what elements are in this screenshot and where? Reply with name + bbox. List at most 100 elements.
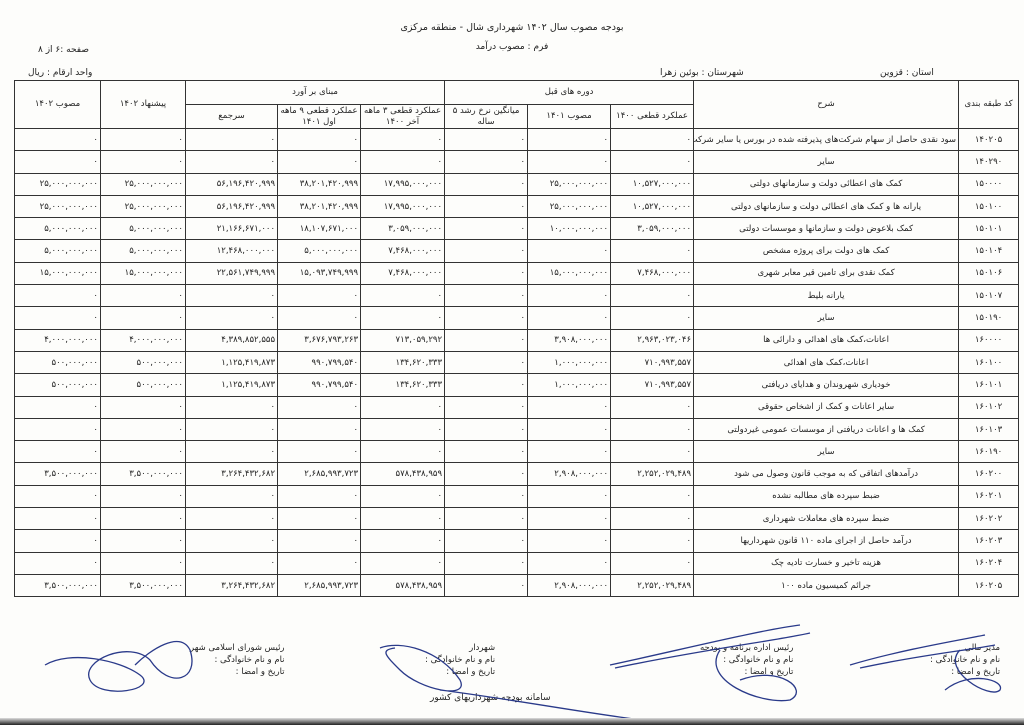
cell-approved-1401: ۰ [527,127,612,152]
cell-total: ۵۶,۱۹۶,۴۲۰,۹۹۹ [184,194,279,219]
cell-m9-1401: ۰ [277,551,362,575]
cell-avg-growth: ۰ [444,573,529,598]
signature-block-mayor: شهردار نام و نام خانوادگی : تاریخ و امضا… [425,642,495,678]
cell-proposal-1402: ۵۰۰,۰۰۰,۰۰۰ [100,373,186,397]
cell-approved-1402: ۰ [14,306,101,330]
cell-approved-1401: ۳,۹۰۸,۰۰۰,۰۰۰ [527,328,612,352]
cell-description: کمک بلاعوض دولت و سازمانها و موسسات دولت… [693,217,960,241]
cell-q3-1400: ۷۱۳,۰۵۹,۲۹۲ [360,328,446,352]
cell-q3-1400: ۱۷,۹۹۵,۰۰۰,۰۰۰ [360,194,446,219]
cell-code: ۱۶۰۲۰۴ [958,551,1020,575]
cell-approved-1402: ۰ [14,127,101,152]
cell-actual-1400: ۱۰,۵۲۷,۰۰۰,۰۰۰ [610,194,695,219]
cell-actual-1400: ۷۱۰,۹۹۳,۵۵۷ [610,350,695,375]
cell-actual-1400: ۰ [610,150,695,174]
cell-m9-1401: ۱۸,۱۰۷,۶۷۱,۰۰۰ [277,217,362,241]
cell-avg-growth: ۰ [444,306,529,330]
cell-approved-1402: ۰ [14,440,101,464]
cell-code: ۱۶۰۰۰۰ [958,328,1020,352]
cell-proposal-1402: ۱۵,۰۰۰,۰۰۰,۰۰۰ [100,261,186,286]
cell-m9-1401: ۰ [277,150,362,174]
group-previous-periods: دوره های قبل [444,80,695,105]
cell-approved-1401: ۲۵,۰۰۰,۰۰۰,۰۰۰ [527,172,612,196]
cell-m9-1401: ۰ [277,284,362,308]
cell-m9-1401: ۱۵,۰۹۳,۷۴۹,۹۹۹ [277,261,362,286]
cell-code: ۱۵۰۱۰۴ [958,239,1020,263]
cell-q3-1400: ۵۷۸,۴۳۸,۹۵۹ [360,462,446,486]
cell-approved-1401: ۲,۹۰۸,۰۰۰,۰۰۰ [527,573,612,598]
cell-avg-growth: ۰ [444,239,529,263]
cell-approved-1401: ۰ [527,306,612,330]
cell-m9-1401: ۰ [277,306,362,330]
cell-avg-growth: ۰ [444,172,529,196]
cell-q3-1400: ۰ [360,484,446,509]
budget-table: کد طبقه بندی شرح دوره های قبل مبنای بر آ… [14,80,1020,598]
cell-code: ۱۵۰۱۹۰ [958,306,1020,330]
cell-approved-1402: ۳,۵۰۰,۰۰۰,۰۰۰ [14,573,101,598]
cell-actual-1400: ۰ [610,529,695,553]
col-description: شرح [693,80,960,129]
table-row: ۱۵۰۱۰۷ یارانه بلیط ۰ ۰ ۰ ۰ ۰ ۰ ۰ ۰ [14,284,1020,308]
cell-approved-1401: ۰ [527,529,612,553]
cell-m9-1401: ۰ [277,127,362,152]
form-name: فرم : مصوب درآمد [475,42,549,52]
cell-avg-growth: ۰ [444,217,529,241]
cell-q3-1400: ۵۷۸,۴۳۸,۹۵۹ [360,573,446,598]
cell-proposal-1402: ۰ [100,284,186,308]
cell-total: ۰ [184,440,279,464]
cell-total: ۰ [184,484,279,509]
cell-proposal-1402: ۰ [100,127,186,152]
cell-description: سایر [693,440,960,464]
signature-date-label: تاریخ و امضا : [446,667,496,677]
cell-code: ۱۴۰۲۹۰ [958,150,1020,174]
cell-proposal-1402: ۵۰۰,۰۰۰,۰۰۰ [100,350,186,375]
cell-avg-growth: ۰ [444,150,529,174]
signature-block-finance-manager: مدیر مالی نام و نام خانوادگی : تاریخ و ا… [930,642,1000,678]
cell-description: جرائم کمیسیون ماده ۱۰۰ [693,573,960,598]
cell-approved-1401: ۰ [527,507,612,531]
table-row: ۱۶۰۱۰۱ خودیاری شهروندان و هدایای دریافتی ۷… [14,373,1020,397]
cell-avg-growth: ۰ [444,462,529,486]
cell-approved-1401: ۰ [527,417,612,442]
cell-total: ۰ [184,150,279,174]
cell-q3-1400: ۰ [360,306,446,330]
col-proposal-1402: پیشنهاد ۱۴۰۲ [100,80,186,129]
page-number: صفحه :۶ از ۸ [38,45,89,55]
cell-description: کمک ها و اعانات دریافتی از موسسات عمومی … [693,417,960,442]
cell-description: هزینه تاخیر و خسارت تادیه چک [693,551,960,575]
cell-description: سود نقدی حاصل از سهام شرکت‌های پذیرفته ش… [693,127,960,152]
cell-approved-1402: ۰ [14,417,101,442]
group-estimate-basis: مبنای بر آورد [184,80,446,105]
cell-m9-1401: ۹۹۰,۷۹۹,۵۴۰ [277,350,362,375]
cell-q3-1400: ۰ [360,395,446,419]
cell-approved-1402: ۳,۵۰۰,۰۰۰,۰۰۰ [14,462,101,486]
cell-proposal-1402: ۰ [100,507,186,531]
cell-avg-growth: ۰ [444,551,529,575]
cell-description: ضبط سپرده های معاملات شهرداری [693,507,960,531]
cell-actual-1400: ۰ [610,417,695,442]
cell-approved-1401: ۲,۹۰۸,۰۰۰,۰۰۰ [527,462,612,486]
cell-q3-1400: ۰ [360,507,446,531]
cell-approved-1402: ۵,۰۰۰,۰۰۰,۰۰۰ [14,217,101,241]
cell-proposal-1402: ۳,۵۰۰,۰۰۰,۰۰۰ [100,573,186,598]
col-avg-growth: میانگین نرخ رشد ۵ ساله [444,104,529,129]
col-m9-1401: عملکرد قطعی ۹ ماهه اول ۱۴۰۱ [277,104,362,129]
col-actual-1400: عملکرد قطعی ۱۴۰۰ [610,104,695,129]
cell-approved-1402: ۴,۰۰۰,۰۰۰,۰۰۰ [14,328,101,352]
cell-avg-growth: ۰ [444,484,529,509]
cell-m9-1401: ۰ [277,484,362,509]
cell-avg-growth: ۰ [444,194,529,219]
cell-q3-1400: ۱۳۴,۶۲۰,۳۳۳ [360,350,446,375]
col-code: کد طبقه بندی [958,80,1020,129]
cell-code: ۱۶۰۲۰۳ [958,529,1020,553]
cell-m9-1401: ۲,۶۸۵,۹۹۳,۷۲۳ [277,462,362,486]
signature-name-label: نام و نام خانوادگی : [214,655,285,665]
cell-total: ۴,۳۸۹,۸۵۲,۵۵۵ [184,328,279,352]
cell-description: سایر [693,150,960,174]
cell-approved-1402: ۰ [14,551,101,575]
cell-approved-1401: ۲۵,۰۰۰,۰۰۰,۰۰۰ [527,194,612,219]
table-row: ۱۶۰۲۰۲ ضبط سپرده های معاملات شهرداری ۰ ۰ ۰ ۰ ۰… [14,507,1020,531]
cell-m9-1401: ۰ [277,417,362,442]
cell-q3-1400: ۰ [360,529,446,553]
cell-avg-growth: ۰ [444,261,529,286]
